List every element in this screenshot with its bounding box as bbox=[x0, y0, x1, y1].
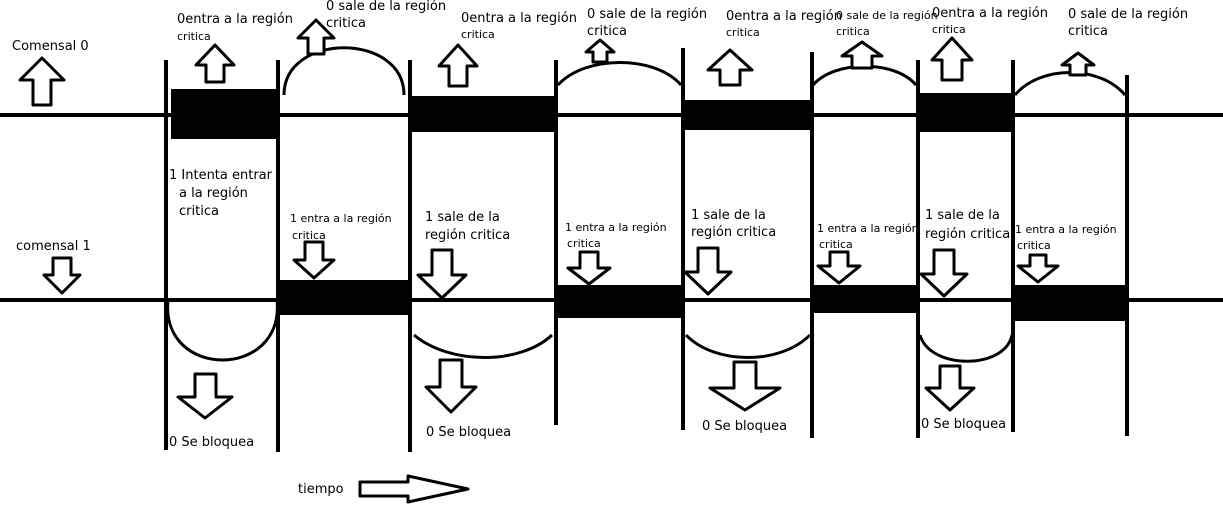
arrow-down-icon bbox=[816, 250, 862, 285]
arrow-down-icon bbox=[424, 358, 478, 414]
event-label: región critica bbox=[691, 225, 776, 240]
comensal1-event-arrows bbox=[292, 240, 1060, 300]
arrow-down-icon bbox=[292, 240, 336, 280]
event-label: 1 sale de la bbox=[425, 210, 500, 225]
arrow-up-icon bbox=[840, 40, 884, 70]
event-label: 1 entra a la región bbox=[1015, 223, 1117, 236]
event-label: 0 Se bloquea bbox=[921, 417, 1006, 432]
event-label: critica bbox=[179, 204, 219, 219]
arrow-down-icon bbox=[919, 248, 969, 298]
event-label: 0 sale de la región bbox=[326, 0, 446, 14]
comensal0-label: Comensal 0 bbox=[12, 39, 89, 54]
event-label: a la región bbox=[179, 186, 248, 201]
arrow-down-icon bbox=[42, 256, 82, 295]
critical-block bbox=[556, 285, 682, 318]
arrow-down-icon bbox=[924, 364, 976, 412]
arrow-up-icon bbox=[194, 43, 236, 84]
comensal0-critical-blocks bbox=[171, 89, 1011, 139]
arrow-up-icon bbox=[930, 36, 974, 82]
event-label: critica bbox=[292, 229, 326, 242]
comensal0-event-arrows bbox=[194, 18, 1096, 88]
event-label: critica bbox=[836, 25, 870, 38]
comensal1-label: comensal 1 bbox=[16, 239, 91, 254]
blocked-arc bbox=[413, 333, 554, 359]
event-label: critica bbox=[326, 16, 366, 31]
arrow-up-icon bbox=[296, 18, 336, 56]
time-label: tiempo bbox=[298, 482, 344, 497]
event-label: 0 sale de la región bbox=[587, 7, 707, 22]
critical-block bbox=[918, 93, 1011, 132]
event-label: 1 sale de la bbox=[925, 208, 1000, 223]
arrow-down-icon bbox=[416, 248, 468, 300]
event-label: 0 Se bloquea bbox=[426, 425, 511, 440]
event-label: critica bbox=[587, 24, 627, 39]
arrow-up-icon bbox=[18, 56, 66, 107]
top-labels: 0entra a la región critica 0 sale de la … bbox=[177, 0, 1188, 43]
exit-arc bbox=[282, 46, 406, 96]
event-label: 1 entra a la región bbox=[817, 222, 919, 235]
time-arrow-icon bbox=[358, 474, 470, 504]
comensal1-critical-blocks bbox=[278, 280, 1126, 321]
arrow-up-icon bbox=[584, 38, 616, 64]
critical-block bbox=[1013, 285, 1126, 321]
critical-block bbox=[410, 96, 555, 132]
event-label: critica bbox=[1017, 239, 1051, 252]
event-label: 1 Intenta entrar bbox=[169, 168, 273, 183]
blocked-arc bbox=[684, 333, 812, 359]
arrow-down-icon bbox=[683, 246, 733, 296]
arrow-down-icon bbox=[176, 372, 234, 420]
comensal0-blocked-arcs bbox=[166, 299, 1014, 363]
middle-labels: 1 Intenta entrar a la región critica 1 e… bbox=[169, 168, 1117, 252]
event-label: 1 entra a la región bbox=[290, 212, 392, 225]
event-label: 0 sale de la región bbox=[1068, 7, 1188, 22]
event-label: critica bbox=[461, 28, 495, 41]
bottom-labels: 0 Se bloquea 0 Se bloquea 0 Se bloquea 0… bbox=[169, 417, 1006, 450]
event-label: 0entra a la región bbox=[461, 11, 577, 26]
critical-block bbox=[278, 280, 409, 315]
event-label: critica bbox=[177, 30, 211, 43]
critical-block bbox=[171, 89, 277, 139]
arrow-up-icon bbox=[706, 48, 754, 87]
event-label: región critica bbox=[925, 227, 1010, 242]
event-label: critica bbox=[726, 26, 760, 39]
event-label: 1 sale de la bbox=[691, 208, 766, 223]
arrow-down-icon bbox=[708, 360, 782, 412]
arrow-up-icon bbox=[437, 43, 479, 88]
event-label: critica bbox=[1068, 24, 1108, 39]
event-label: 0 Se bloquea bbox=[702, 419, 787, 434]
event-label: región critica bbox=[425, 228, 510, 243]
event-label: critica bbox=[932, 23, 966, 36]
event-label: 1 entra a la región bbox=[565, 221, 667, 234]
event-label: critica bbox=[819, 238, 853, 251]
blocked-arc bbox=[918, 334, 1014, 363]
event-label: 0entra a la región bbox=[932, 6, 1048, 21]
blocked-arc bbox=[166, 299, 279, 362]
event-label: 0entra a la región bbox=[177, 12, 293, 27]
event-label: critica bbox=[567, 237, 601, 250]
critical-block bbox=[683, 100, 810, 130]
blocked-arrows bbox=[176, 358, 976, 420]
event-label: 0entra a la región bbox=[726, 9, 842, 24]
critical-block bbox=[812, 285, 917, 313]
arrow-up-icon bbox=[1060, 51, 1096, 77]
arrow-down-icon bbox=[1016, 253, 1060, 284]
event-label: 0 Se bloquea bbox=[169, 435, 254, 450]
exit-arc bbox=[556, 61, 683, 87]
arrow-down-icon bbox=[566, 250, 612, 286]
event-label: 0 sale de la región bbox=[836, 9, 938, 22]
